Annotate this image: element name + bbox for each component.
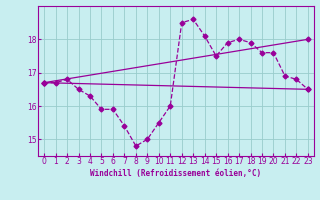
- X-axis label: Windchill (Refroidissement éolien,°C): Windchill (Refroidissement éolien,°C): [91, 169, 261, 178]
